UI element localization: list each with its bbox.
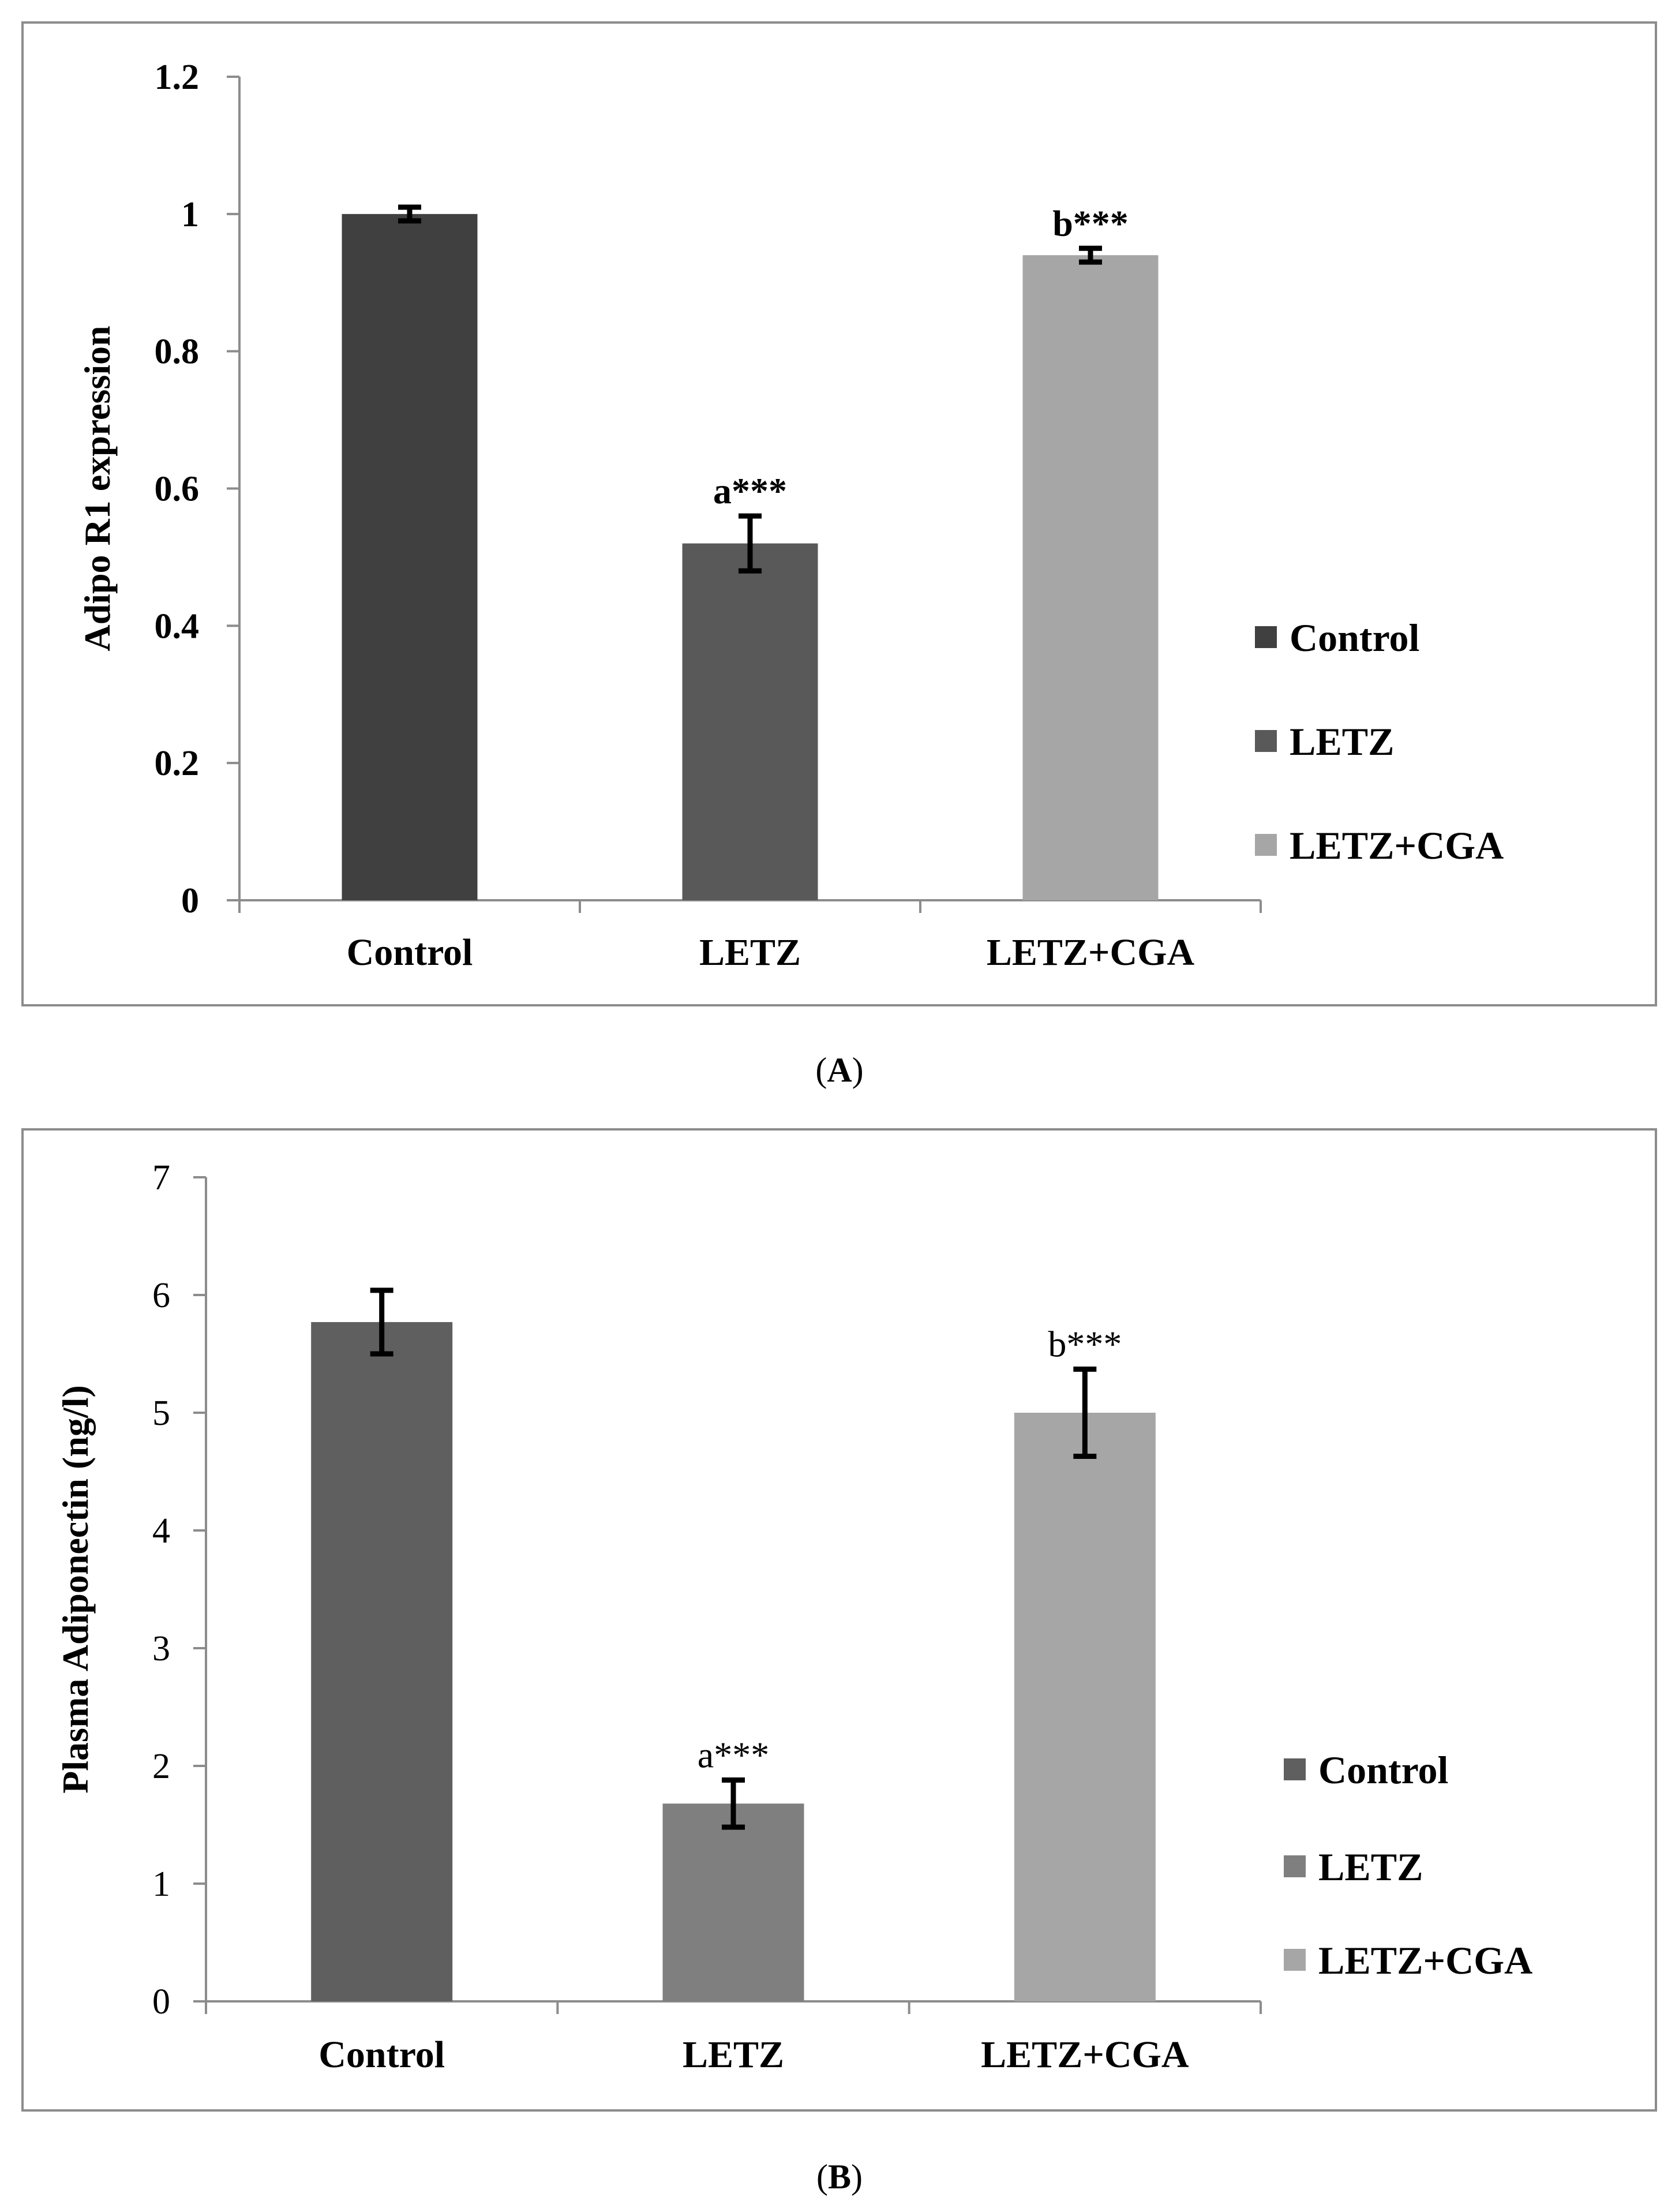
panel-b-significance-label: b***	[1048, 1324, 1122, 1365]
panel-a-caption: (A)	[815, 1051, 864, 1089]
panel-b-bar-letz-cga	[1014, 1413, 1156, 2001]
panel-a-frame	[21, 21, 1657, 1006]
panel-a-y-tick-label: 1.2	[155, 58, 200, 97]
panel-b-legend-label: LETZ	[1318, 1845, 1423, 1889]
panel-a-category-label: LETZ+CGA	[987, 931, 1195, 974]
panel-a-legend-swatch	[1255, 730, 1277, 752]
panel-b-legend-swatch	[1284, 1949, 1306, 1971]
panel-b-category-label: Control	[318, 2034, 445, 2076]
panel-b-y-tick-label: 0	[152, 1982, 170, 2022]
panel-b-significance-label: a***	[698, 1734, 769, 1775]
panel-a-bar-control	[342, 214, 478, 900]
panel-a-category-label: LETZ	[699, 931, 801, 974]
panel-b-caption: (B)	[816, 2158, 863, 2196]
panel-a-y-axis-title: Adipo R1 expression	[77, 325, 118, 651]
panel-b-bar-letz	[662, 1803, 804, 2001]
panel-b-bar-control	[311, 1322, 453, 2001]
panel-a-y-tick-label: 0.2	[155, 744, 200, 783]
panel-a-legend-label: Control	[1290, 616, 1419, 660]
panel-b-y-tick-label: 3	[152, 1629, 170, 1668]
panel-b-legend-label: LETZ+CGA	[1318, 1938, 1532, 1982]
panel-b-y-tick-label: 4	[152, 1511, 170, 1551]
panel-a-significance-label: a***	[713, 470, 787, 511]
panel-a-legend-swatch	[1255, 626, 1277, 648]
panel-b-legend-swatch	[1284, 1855, 1306, 1877]
panel-b-y-tick-label: 7	[152, 1158, 170, 1197]
panel-b-y-axis-title: Plasma Adiponectin (ng/l)	[55, 1385, 96, 1794]
panel-b-caption-letter: B	[827, 2158, 852, 2196]
panel-b-legend-label: Control	[1318, 1748, 1448, 1792]
panel-a-caption-letter: A	[827, 1051, 852, 1089]
panel-a-y-tick-label: 0.8	[155, 332, 200, 372]
panel-a-y-tick-label: 0.4	[155, 607, 200, 646]
panel-a-y-tick-label: 0	[181, 881, 199, 920]
panel-b-y-tick-label: 1	[152, 1865, 170, 1904]
panel-a-bar-letz-cga	[1022, 255, 1159, 900]
panel-a-y-tick-label: 0.6	[155, 470, 200, 509]
panel-a-y-tick-label: 1	[181, 195, 199, 234]
panel-a-significance-label: b***	[1052, 203, 1129, 244]
panel-b-y-tick-label: 5	[152, 1394, 170, 1433]
panel-b-frame	[21, 1128, 1657, 2112]
panel-b-y-tick-label: 6	[152, 1276, 170, 1315]
panel-a-legend-label: LETZ	[1290, 720, 1394, 763]
panel-a-category-label: Control	[347, 931, 473, 974]
panel-b-category-label: LETZ	[683, 2034, 784, 2076]
panel-a-legend-swatch	[1255, 834, 1277, 856]
panel-a-bar-letz	[682, 543, 818, 900]
panel-b-category-label: LETZ+CGA	[981, 2034, 1189, 2076]
panel-b-legend-swatch	[1284, 1758, 1306, 1780]
panel-b-y-tick-label: 2	[152, 1747, 170, 1786]
panel-a-legend-label: LETZ+CGA	[1290, 824, 1504, 867]
